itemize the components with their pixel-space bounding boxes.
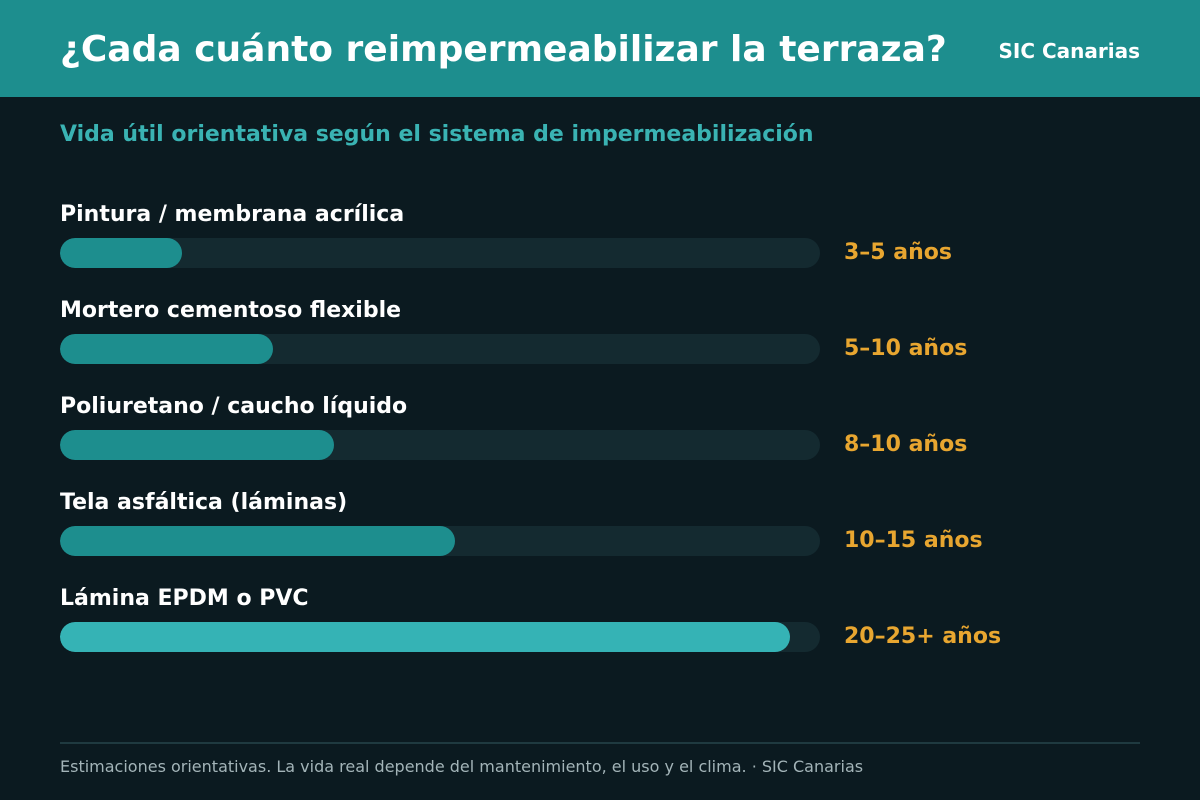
bar-value-label: 20–25+ años (844, 624, 1002, 649)
bar (60, 238, 182, 268)
bar-track (60, 430, 820, 460)
brand-name: SIC Canarias (998, 39, 1140, 63)
bar-row: Pintura / membrana acrílica 3–5 años (0, 200, 1200, 280)
footer-note: Estimaciones orientativas. La vida real … (60, 757, 864, 776)
bar-value-label: 10–15 años (844, 528, 983, 553)
bar-value-label: 8–10 años (844, 432, 968, 457)
bar-category-label: Poliuretano / caucho líquido (60, 394, 408, 419)
bar (60, 526, 455, 556)
footer-divider (60, 742, 1140, 744)
bar-row: Tela asfáltica (láminas) 10–15 años (0, 488, 1200, 568)
bar-row: Mortero cementoso flexible 5–10 años (0, 296, 1200, 376)
header-bar: ¿Cada cuánto reimpermeabilizar la terraz… (0, 0, 1200, 97)
bar-track (60, 334, 820, 364)
bar (60, 334, 273, 364)
chart-title: ¿Cada cuánto reimpermeabilizar la terraz… (60, 29, 947, 70)
bar-value-label: 3–5 años (844, 240, 952, 265)
bar-track (60, 526, 820, 556)
bar (60, 430, 334, 460)
bar-category-label: Mortero cementoso flexible (60, 298, 402, 323)
bar-category-label: Tela asfáltica (láminas) (60, 490, 348, 515)
bar (60, 622, 790, 652)
bar-category-label: Lámina EPDM o PVC (60, 586, 309, 611)
bar-value-label: 5–10 años (844, 336, 968, 361)
bar-track (60, 622, 820, 652)
bar-category-label: Pintura / membrana acrílica (60, 202, 405, 227)
bar-row: Poliuretano / caucho líquido 8–10 años (0, 392, 1200, 472)
bar-row: Lámina EPDM o PVC 20–25+ años (0, 584, 1200, 664)
chart-subtitle: Vida útil orientativa según el sistema d… (60, 122, 814, 147)
bar-track (60, 238, 820, 268)
